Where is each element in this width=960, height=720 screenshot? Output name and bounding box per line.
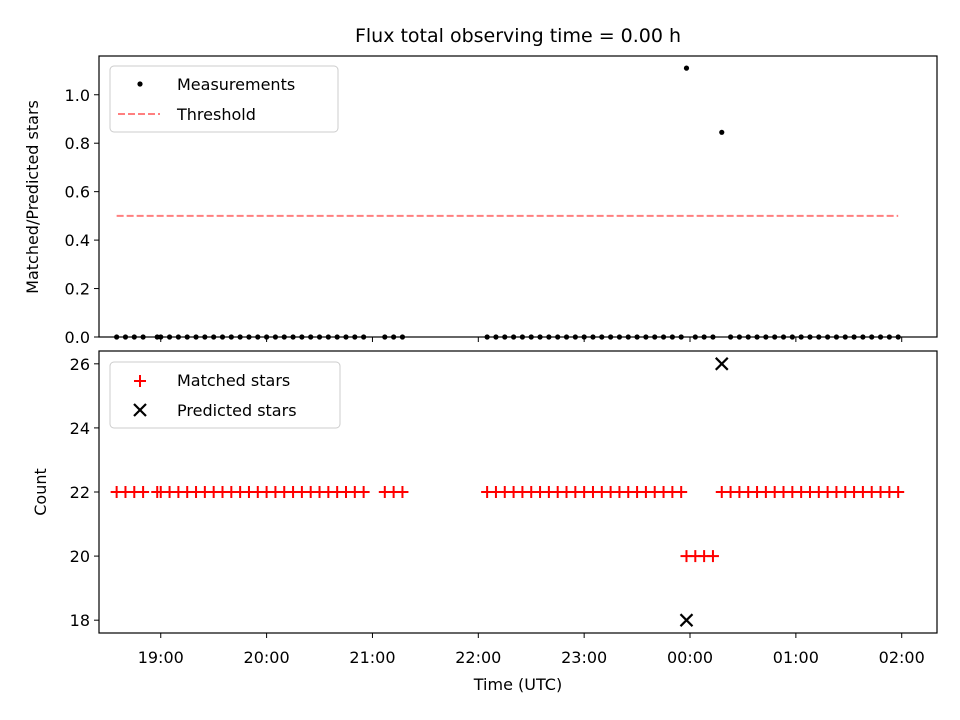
legend-measurements-label: Measurements <box>177 75 295 94</box>
top-panel-y-label: Matched/Predicted stars <box>23 100 42 294</box>
legend-predicted-marker <box>133 403 147 417</box>
top-legend: Measurements Threshold <box>109 65 339 133</box>
bottom-panel: 18 20 22 24 26 19:00 20:00 21:00 22:00 23:00 00:0… <box>31 350 938 694</box>
top-panel-frame <box>98 55 938 338</box>
legend-matched-label: Matched stars <box>177 371 290 390</box>
bottom-y-tick-label: 22 <box>70 483 90 502</box>
legend-predicted-label: Predicted stars <box>177 401 297 420</box>
legend-threshold-label: Threshold <box>176 105 256 124</box>
bottom-legend-box <box>109 361 341 429</box>
top-y-tick-label: 0.6 <box>65 183 90 202</box>
legend-measurements-marker <box>137 81 143 87</box>
bottom-x-tick-label: 20:00 <box>244 648 290 667</box>
matched-star-point <box>675 486 688 498</box>
predicted-star-point <box>714 357 729 371</box>
bottom-y-tick-label: 24 <box>70 419 90 438</box>
bottom-x-tick-label: 23:00 <box>561 648 607 667</box>
bottom-legend: Matched stars Predicted stars <box>109 361 341 429</box>
bottom-y-tick-label: 18 <box>70 611 90 630</box>
bottom-y-tick-label: 20 <box>70 547 90 566</box>
matched-star-point <box>706 550 719 563</box>
bottom-x-tick-label: 21:00 <box>349 648 395 667</box>
predicted-star-point <box>679 613 694 627</box>
matched-star-point <box>892 486 905 498</box>
matched-star-point <box>396 486 409 498</box>
bottom-panel-x-ticks: 19:00 20:00 21:00 22:00 23:00 00:00 01:00 02:00 <box>138 633 925 667</box>
top-y-tick-label: 1.0 <box>65 86 90 105</box>
bottom-x-tick-label: 01:00 <box>773 648 819 667</box>
top-panel-title: Flux total observing time = 0.00 h <box>355 25 681 47</box>
top-y-tick-label: 0.2 <box>65 280 90 299</box>
bottom-panel-y-ticks: 18 20 22 24 26 <box>70 355 99 630</box>
bottom-panel-y-label: Count <box>31 468 50 516</box>
top-panel: Flux total observing time = 0.00 h 0.00.… <box>23 25 938 347</box>
bottom-x-tick-label: 00:00 <box>667 648 713 667</box>
measurement-point <box>683 65 690 71</box>
measurement-point <box>719 129 725 135</box>
legend-matched-marker <box>134 375 146 387</box>
top-panel-y-ticks: 0.0 0.2 0.4 0.6 0.8 1.0 <box>65 86 99 347</box>
matched-star-point <box>137 486 150 498</box>
top-legend-box <box>109 65 339 133</box>
bottom-panel-x-label: Time (UTC) <box>473 675 562 694</box>
top-y-tick-label: 0.0 <box>65 328 90 347</box>
top-y-tick-label: 0.4 <box>65 231 90 250</box>
bottom-y-tick-label: 26 <box>70 355 90 374</box>
top-panel-marks <box>114 65 901 340</box>
bottom-x-tick-label: 22:00 <box>455 648 501 667</box>
top-y-tick-label: 0.8 <box>65 134 90 153</box>
bottom-x-tick-label: 19:00 <box>138 648 184 667</box>
matched-star-point <box>357 486 370 498</box>
bottom-panel-marks <box>110 357 905 627</box>
top-panel-x-ticks <box>160 337 903 342</box>
bottom-x-tick-label: 02:00 <box>879 648 925 667</box>
